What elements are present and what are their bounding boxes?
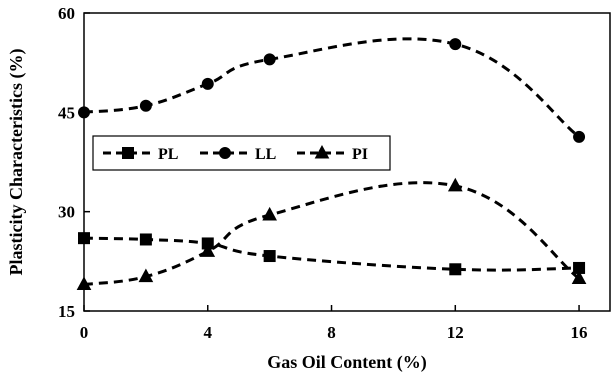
data-point-pl [264,251,275,262]
x-tick-label: 12 [447,323,464,342]
x-axis-title: Gas Oil Content (%) [267,352,427,373]
y-tick-label: 45 [58,103,75,122]
x-tick-label: 16 [571,323,588,342]
data-point-pl [450,264,461,275]
y-tick-label: 30 [58,203,75,222]
x-tick-label: 4 [204,323,213,342]
x-tick-marks [84,305,579,311]
data-point-pi [449,179,462,191]
series-line-pl [84,238,579,270]
data-point-ll [450,39,461,50]
y-tick-label: 60 [58,4,75,23]
data-point-ll [574,131,585,142]
data-point-pl [140,234,151,245]
x-tick-labels: 0 4 8 12 16 [80,323,588,342]
y-tick-label: 15 [58,302,75,321]
y-axis-title: Plasticity Characteristics (%) [6,49,27,276]
legend-label-ll: LL [255,146,276,163]
data-point-ll [140,100,151,111]
series-line-ll [84,39,579,137]
x-tick-label: 8 [327,323,336,342]
data-point-pl [79,233,90,244]
x-tick-label: 0 [80,323,89,342]
legend-label-pl: PL [158,146,178,163]
legend: PL LL PI [93,136,390,170]
legend-marker-pl [123,148,134,159]
data-point-ll [202,78,213,89]
legend-marker-ll [220,148,231,159]
legend-label-pi: PI [352,146,368,163]
data-point-pi [263,208,276,220]
data-point-ll [264,54,275,65]
y-tick-labels: 15 30 45 60 [58,4,75,321]
data-point-ll [79,107,90,118]
y-tick-marks [84,13,90,311]
